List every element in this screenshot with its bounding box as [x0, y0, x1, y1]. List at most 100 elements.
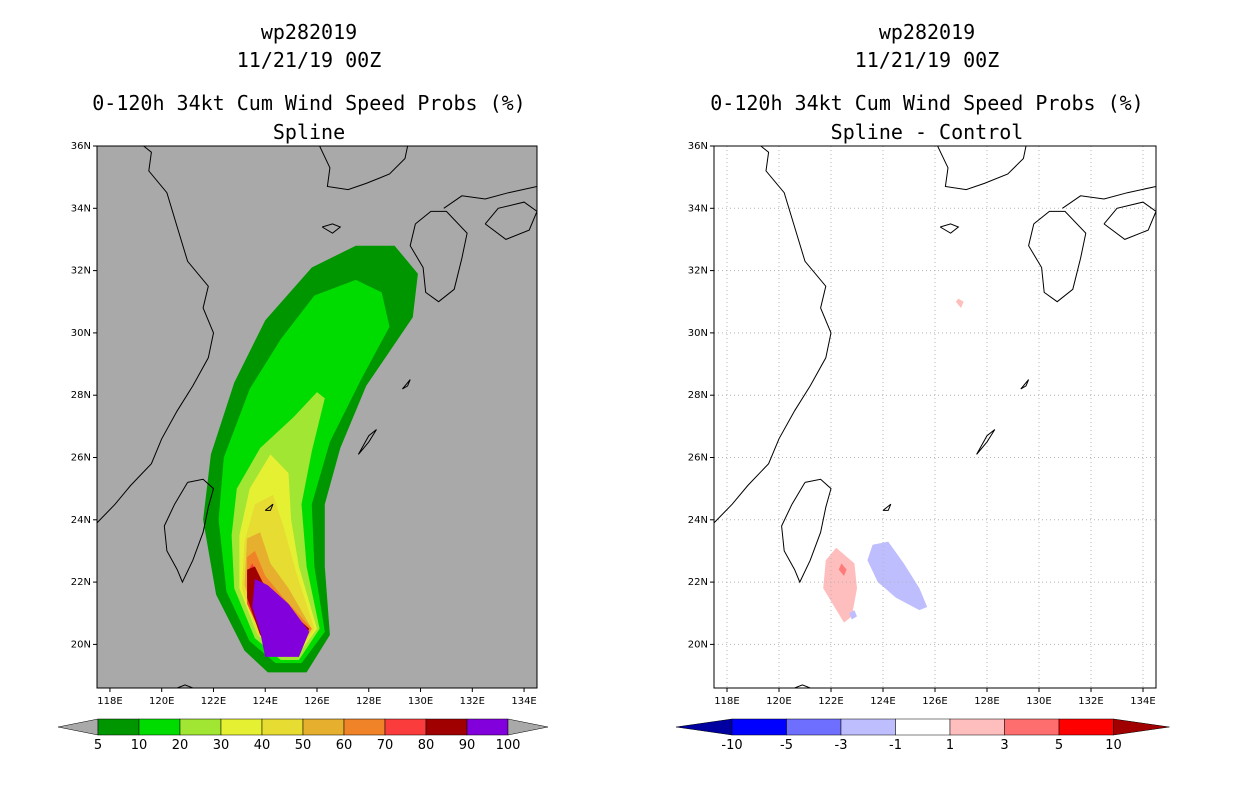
y-tick-label: 24N	[688, 515, 708, 526]
x-tick-label: 126E	[304, 696, 329, 707]
coastline-ryukyu1	[357, 429, 377, 455]
storm-id-title: wp282019	[878, 20, 976, 44]
coastline-kyushu	[1028, 210, 1087, 303]
x-tick-label: 134E	[1130, 696, 1155, 707]
date-title: 11/21/19 00Z	[854, 48, 1000, 72]
x-tick-label: 132E	[460, 696, 485, 707]
x-tick-label: 118E	[714, 696, 739, 707]
y-tick-label: 26N	[71, 452, 91, 463]
colorbar-label: 10	[131, 738, 148, 753]
colorbar-swatch	[949, 718, 1005, 736]
colorbar-arrow-low	[57, 718, 99, 736]
y-tick-label: 22N	[71, 577, 91, 588]
map-content	[714, 146, 1156, 688]
x-tick-label: 128E	[356, 696, 381, 707]
x-tick-label: 130E	[1026, 696, 1051, 707]
x-tick-label: 128E	[974, 696, 999, 707]
x-tick-label: 122E	[201, 696, 226, 707]
coastline-korea	[319, 146, 409, 191]
map-content	[97, 146, 537, 688]
subtitle: Spline - Control	[830, 120, 1024, 144]
coastline-luzon	[177, 684, 193, 688]
coastline-luzon	[794, 684, 811, 688]
coastline-honshu	[443, 186, 537, 209]
contour-level-3	[838, 563, 847, 576]
coastline-jeju	[321, 223, 342, 234]
panel-spline: wp282019 11/21/19 00Z 0-120h 34kt Cum Wi…	[57, 20, 549, 753]
colorbar-label: 60	[336, 738, 353, 753]
y-tick-label: 34N	[688, 203, 708, 214]
colorbar-label: 80	[418, 738, 435, 753]
colorbar-swatch	[343, 718, 386, 736]
colorbar-label: 20	[172, 738, 189, 753]
product-title: 0-120h 34kt Cum Wind Speed Probs (%)	[92, 91, 526, 115]
colorbar-label: 5	[1055, 738, 1063, 753]
y-tick-label: 20N	[688, 639, 708, 650]
map-background	[714, 146, 1156, 688]
colorbar-swatch	[97, 718, 140, 736]
storm-id-title: wp282019	[260, 20, 358, 44]
y-tick-label: 28N	[71, 390, 91, 401]
colorbar-label: 100	[496, 738, 521, 753]
colorbar-label: 40	[254, 738, 271, 753]
coastline-taiwan	[163, 478, 215, 584]
y-tick-label: 24N	[71, 515, 91, 526]
colorbar-label: 3	[1000, 738, 1008, 753]
colorbar-swatch	[1058, 718, 1114, 736]
y-tick-label: 32N	[688, 266, 708, 277]
coastline-ryukyu1	[976, 429, 996, 455]
x-tick-label: 124E	[253, 696, 278, 707]
colorbar-swatch	[261, 718, 304, 736]
y-tick-label: 34N	[71, 203, 91, 214]
panel-spline-minus-control: wp282019 11/21/19 00Z 0-120h 34kt Cum Wi…	[618, 0, 1236, 800]
y-tick-label: 30N	[688, 328, 708, 339]
x-tick-label: 120E	[766, 696, 791, 707]
x-tick-label: 132E	[1078, 696, 1103, 707]
colorbar-swatch	[466, 718, 509, 736]
colorbar-swatch	[220, 718, 263, 736]
coastline-kyushu	[409, 210, 468, 303]
y-tick-label: 28N	[688, 390, 708, 401]
colorbar-label: 30	[213, 738, 230, 753]
contour-level-90	[252, 579, 310, 657]
x-tick-label: 130E	[408, 696, 433, 707]
product-title: 0-120h 34kt Cum Wind Speed Probs (%)	[710, 91, 1144, 115]
coastline-shikoku	[1103, 201, 1156, 240]
colorbar-label: 5	[94, 738, 102, 753]
contour-level-1	[823, 547, 857, 623]
x-tick-label: 124E	[870, 696, 895, 707]
coastline-ryukyu3	[264, 503, 274, 511]
contour-level--1	[867, 541, 928, 611]
coastline-shikoku	[484, 201, 537, 240]
contour-level--1	[849, 610, 857, 620]
colorbar-swatch	[425, 718, 468, 736]
colorbar-swatch	[840, 718, 896, 736]
probability-map: 118E 120E 122E 124E 126E 128E 130E 132E 134E 20N 2…	[57, 141, 549, 753]
colorbar-swatch	[179, 718, 222, 736]
colorbar-label: 70	[377, 738, 394, 753]
y-tick-label: 36N	[71, 141, 91, 152]
colorbar-swatch	[895, 718, 951, 736]
colorbar-label: -3	[835, 738, 848, 753]
y-tick-label: 30N	[71, 328, 91, 339]
x-tick-label: 120E	[149, 696, 174, 707]
colorbar-arrow-high	[1113, 718, 1170, 736]
y-tick-label: 32N	[71, 266, 91, 277]
y-tick-label: 20N	[71, 639, 91, 650]
colorbar: -10 -5 -3 -1 1 3 5 10	[675, 718, 1170, 753]
y-tick-label: 26N	[688, 452, 708, 463]
colorbar-label: 50	[295, 738, 312, 753]
coastline-korea	[937, 146, 1027, 191]
x-tick-label: 118E	[97, 696, 122, 707]
colorbar-label: 90	[459, 738, 476, 753]
coastline-taiwan	[781, 478, 832, 584]
x-tick-label: 126E	[922, 696, 947, 707]
date-title: 11/21/19 00Z	[236, 48, 382, 72]
colorbar-swatch	[1004, 718, 1060, 736]
coastline-ryukyu2	[402, 379, 411, 390]
colorbar-label: 10	[1105, 738, 1122, 753]
colorbar-label: -5	[780, 738, 793, 753]
colorbar-label: -1	[889, 738, 902, 753]
coastline-china	[97, 146, 215, 524]
y-tick-label: 36N	[688, 141, 708, 152]
